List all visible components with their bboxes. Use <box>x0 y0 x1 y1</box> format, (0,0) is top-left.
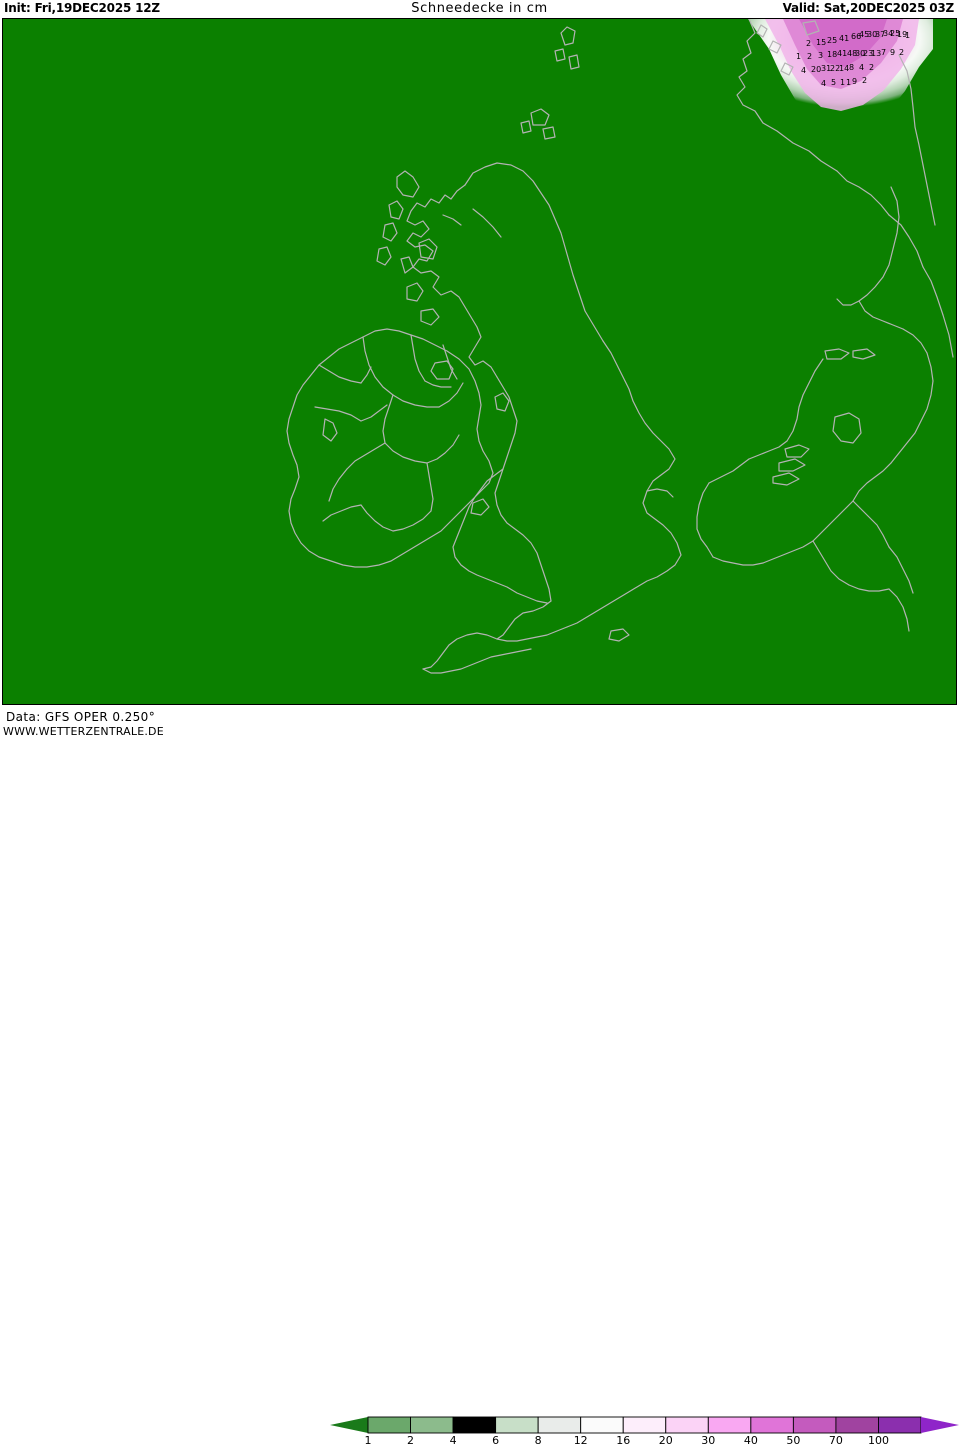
snow-value-label: 20 <box>811 65 821 74</box>
snow-value-label: 4 <box>859 63 864 72</box>
legend-tick-label: 30 <box>701 1434 715 1446</box>
snow-value-label: 2 <box>807 52 812 61</box>
init-time-label: Init: Fri,19DEC2025 12Z <box>4 1 160 15</box>
snow-value-label: 48 <box>847 49 857 58</box>
legend-right-arrow <box>921 1417 959 1433</box>
snow-value-label: 4 <box>801 66 806 75</box>
map-canvas[interactable]: 2 15 25 41 66 45 30 37 34 25 19 1 1 2 3 18 41 48 30 23 13 7 9 2… <box>2 18 957 705</box>
snow-cover-field <box>748 19 933 129</box>
legend-swatch <box>707 1416 752 1434</box>
snow-value-label: 4 <box>821 79 826 88</box>
legend-swatch <box>750 1416 794 1434</box>
legend-tick-label: 16 <box>616 1434 630 1446</box>
legend-swatch <box>367 1416 411 1434</box>
snow-value-label: 2 <box>869 63 874 72</box>
snow-value-label: 25 <box>890 29 900 38</box>
snow-value-label: 5 <box>831 78 836 87</box>
snow-value-label: 3 <box>818 51 823 60</box>
snow-value-label: 2 <box>862 76 867 85</box>
snow-value-label: 22 <box>830 64 840 73</box>
snow-value-label: 41 <box>839 34 849 43</box>
continent-coastlines <box>696 186 934 632</box>
legend-tick-label: 2 <box>407 1434 414 1446</box>
legend-swatch <box>665 1416 709 1434</box>
snow-value-label: 31 <box>821 64 831 73</box>
legend-graphic: 1 2 4 6 8 12 16 20 30 40 50 70 100 <box>330 1416 959 1446</box>
legend-tick-label: 20 <box>659 1434 673 1446</box>
legend-swatch <box>580 1416 624 1434</box>
legend-tick-label: 1 <box>365 1434 372 1446</box>
legend-tick-label: 4 <box>450 1434 457 1446</box>
snow-value-label: 37 <box>875 30 885 39</box>
snow-value-label: 8 <box>849 63 854 72</box>
page-title: Schneedecke in cm <box>411 1 548 16</box>
legend-tick-label: 70 <box>829 1434 843 1446</box>
legend-tick-label: 100 <box>868 1434 889 1446</box>
snow-value-label: 66 <box>851 32 861 41</box>
snow-value-label: 25 <box>827 36 837 45</box>
snow-value-label: 13 <box>871 49 881 58</box>
color-scale-legend: 1 2 4 6 8 12 16 20 30 40 50 70 100 <box>330 1411 959 1446</box>
snow-value-label: 14 <box>839 64 849 73</box>
legend-swatch <box>410 1416 454 1434</box>
snow-value-label: 2 <box>899 48 904 57</box>
legend-tick-label: 6 <box>492 1434 499 1446</box>
valid-time-label: Valid: Sat,20DEC2025 03Z <box>782 1 955 15</box>
legend-swatch <box>622 1416 667 1434</box>
legend-tick-label: 40 <box>744 1434 758 1446</box>
map-footer: Data: GFS OPER 0.250° WWW.WETTERZENTRALE… <box>0 705 959 1446</box>
legend-swatch <box>452 1416 497 1434</box>
snow-value-label: 7 <box>881 48 886 57</box>
data-source-label: Data: GFS OPER 0.250° <box>6 710 156 724</box>
legend-swatch <box>537 1416 582 1434</box>
legend-tick-label: 50 <box>786 1434 800 1446</box>
legend-swatch <box>495 1416 539 1434</box>
snow-value-label: 15 <box>816 38 826 47</box>
legend-swatch <box>835 1416 879 1434</box>
snow-value-label: 45 <box>859 30 869 39</box>
snow-value-label: 19 <box>897 30 907 39</box>
snow-value-label: 1 <box>846 78 851 87</box>
legend-swatches <box>330 1416 959 1434</box>
legend-swatch <box>792 1416 837 1434</box>
snow-value-label: 1 <box>905 31 910 40</box>
coastlines-layer <box>286 19 954 674</box>
snow-value-label: 1 <box>796 52 801 61</box>
legend-ticks: 1 2 4 6 8 12 16 20 30 40 50 70 100 <box>365 1434 889 1446</box>
legend-left-arrow <box>330 1417 368 1433</box>
legend-tick-label: 12 <box>574 1434 588 1446</box>
snow-value-label: 9 <box>890 48 895 57</box>
snow-value-label: 30 <box>867 30 877 39</box>
snow-value-label: 2 <box>806 39 811 48</box>
snow-value-label: 30 <box>855 49 865 58</box>
map-background <box>3 19 956 704</box>
legend-swatch <box>878 1416 922 1434</box>
snow-value-label: 34 <box>883 29 893 38</box>
snow-value-label: 23 <box>863 49 873 58</box>
snow-value-label: 1 <box>840 78 845 87</box>
legend-tick-label: 8 <box>535 1434 542 1446</box>
map-header: Init: Fri,19DEC2025 12Z Schneedecke in c… <box>0 0 959 18</box>
snow-value-label: 9 <box>852 77 857 86</box>
snow-value-label: 18 <box>827 50 837 59</box>
website-label: WWW.WETTERZENTRALE.DE <box>3 725 164 738</box>
snow-value-label: 41 <box>837 49 847 58</box>
